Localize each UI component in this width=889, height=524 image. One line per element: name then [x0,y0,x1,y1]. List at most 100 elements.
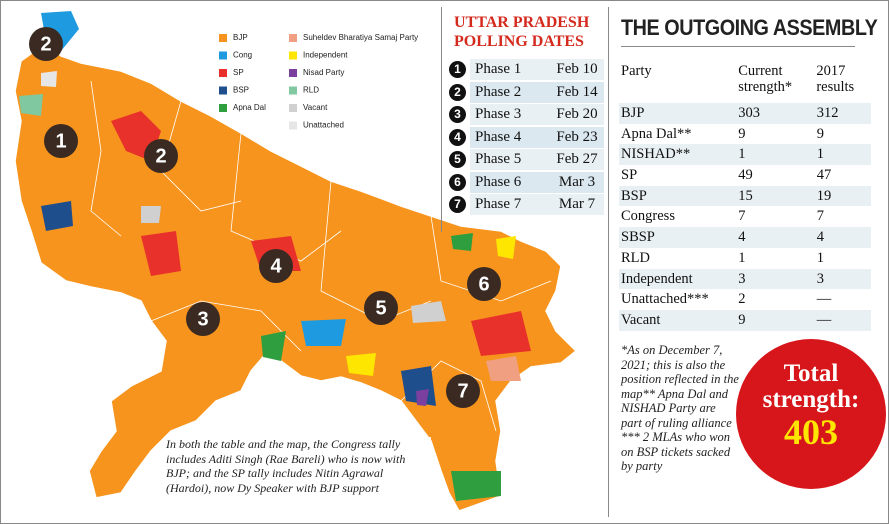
phase-marker-label: 1 [55,130,66,152]
polling-row: 5 Phase 5 Feb 27 [449,149,604,170]
phase-marker-label: 2 [40,33,51,55]
assembly-title: THE OUTGOING ASSEMBLY [621,15,878,47]
assembly-cell: 2 [738,291,746,308]
phase-marker-label: 3 [197,308,208,330]
assembly-cell: Congress [621,208,675,225]
assembly-cell: 7 [816,208,825,225]
assembly-cell: Vacant [621,311,661,328]
assembly-cell: 4 [816,229,825,246]
phase-name: Phase 5 [475,151,522,167]
polling-row: 4 Phase 4 Feb 23 [449,126,604,148]
phase-number: 2 [449,83,466,101]
phase-name: Phase 4 [475,128,522,145]
patch [471,311,531,356]
assembly-cell: NISHAD** [621,146,691,163]
assembly-cell: 49 [738,167,753,184]
assembly-cell: RLD [621,249,650,266]
polling-cells: Phase 3 Feb 20 [470,104,604,125]
phase-number: 1 [449,61,466,78]
patch [41,71,57,87]
polling-row: 1 Phase 1 Feb 10 [449,59,604,80]
phase-marker [446,374,480,408]
phase-marker-label: 4 [270,255,282,277]
phase-date: Mar 3 [558,173,596,190]
phase-date: Mar 7 [558,196,596,212]
polling-title: UTTAR PRADESH POLLING DATES [454,14,590,50]
phase-marker [364,291,398,325]
legend: BJP Cong SP BSP Apna Dal Suheldev Bharatiya S… [219,33,418,130]
polling-row: 3 Phase 3 Feb 20 [449,104,604,125]
legend-label: BSP [233,86,249,95]
legend-swatch [289,86,297,95]
phase-date: Feb 20 [556,106,598,122]
assembly-table: Party Current strength* 2017 results BJP 303… [619,63,871,331]
phase-name: Phase 6 [475,173,522,190]
phase-name: Phase 1 [475,61,522,77]
phase-date: Feb 14 [556,83,598,100]
legend-label: Suheldev Bharatiya Samaj Party [303,33,418,42]
phase-marker [186,302,220,336]
assembly-cell: Apna Dal** [621,125,692,142]
assembly-row: BJP 303 312 [619,103,871,124]
polling-cells: Phase 5 Feb 27 [470,149,604,170]
map: BJP Cong SP BSP Apna Dal Suheldev Bharatiya S… [14,11,578,512]
assembly-cell: 303 [738,105,760,121]
phase-marker-label: 7 [457,380,468,402]
assembly-header: Party Current strength* 2017 results [619,63,871,103]
polling-row: 6 Phase 6 Mar 3 [449,171,604,193]
legend-label: Cong [233,51,252,60]
assembly-cell: Unattached*** [621,291,709,308]
assembly-cell: BJP [621,105,645,121]
legend-label: RLD [303,86,319,95]
assembly-cell: SBSP [621,229,655,246]
header-cell: 2017 results [816,63,855,95]
legend-label: Nisad Party [303,68,344,77]
polling-table: 1 Phase 1 Feb 10 2 Phase 2 Feb 14 3 Phase 3 Feb … [449,59,604,217]
header-cell: Current strength* [738,63,793,95]
patch [41,201,73,231]
assembly-row: SP 49 47 [619,165,871,186]
patch [416,389,429,406]
phase-marker-label: 2 [155,145,166,167]
assembly-cell: 9 [738,311,746,328]
patch [141,231,181,276]
assembly-cell: BSP [621,187,647,204]
assembly-row: RLD 1 1 [619,247,871,269]
assembly-cell: 3 [738,270,746,287]
total-value: 403 [784,412,838,452]
legend-swatch [289,104,297,112]
assembly-cell: — [816,311,832,328]
patch [411,301,446,323]
phase-marker [144,139,178,173]
footnote: *As on December 7, 2021; this is also th… [621,343,739,473]
legend-label: BJP [233,33,248,42]
legend-swatch [289,69,297,77]
patch [451,233,473,251]
patch [19,94,43,116]
assembly-cell: 15 [738,187,753,204]
patch [346,353,376,376]
assembly-cell: 1 [738,249,746,266]
divider [441,7,442,232]
assembly-cell: 9 [738,125,746,142]
patch [141,206,161,223]
total-badge: Total strength: 403 [736,339,886,489]
legend-label: Vacant [303,103,328,112]
legend-swatch [219,86,227,95]
legend-label: Apna Dal [233,103,266,112]
legend-label: SP [233,68,244,77]
phase-number: 7 [449,196,466,213]
assembly-row: Congress 7 7 [619,206,871,228]
phase-name: Phase 3 [475,106,522,122]
phase-name: Phase 7 [475,196,522,212]
total-label: Total strength: [762,360,860,413]
divider [608,7,609,517]
assembly-cell: 312 [816,105,839,121]
assembly-row: BSP 15 19 [619,185,871,207]
patch [496,236,516,259]
map-note: In both the table and the map, the Congr… [166,437,431,495]
assembly-cell: — [816,291,832,308]
polling-cells: Phase 1 Feb 10 [470,59,604,80]
phase-marker-label: 6 [478,273,489,295]
